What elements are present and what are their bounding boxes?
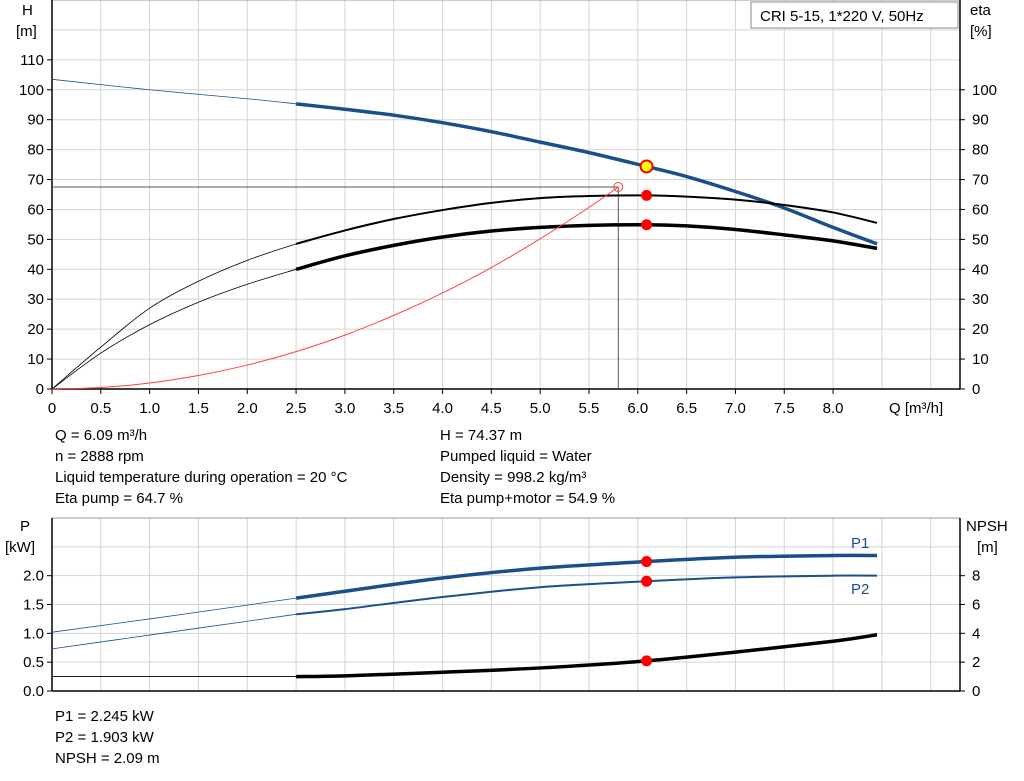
x-tick-label: 7.0 (725, 400, 746, 417)
x-tick-label: 0 (48, 400, 56, 417)
y-tick-label-left: 1.5 (23, 597, 44, 614)
series-label-p1: P1 (851, 535, 869, 552)
y-tick-label-left: 110 (20, 52, 44, 69)
readout-liquid: Pumped liquid = Water (440, 448, 592, 465)
x-tick-label: 4.5 (481, 400, 502, 417)
y-tick-label-left: 100 (19, 82, 44, 99)
y-tick-label-right: 0 (972, 381, 980, 398)
y-tick-label-left: 0 (36, 381, 44, 398)
y-tick-label-right: 2 (972, 654, 980, 671)
x-tick-label: 4.0 (432, 400, 453, 417)
operating-point-marker (641, 219, 653, 231)
x-tick-label: 5.0 (530, 400, 551, 417)
x-tick-label: 6.5 (676, 400, 697, 417)
y-tick-label-right: 4 (972, 625, 980, 642)
readouts-top-right: H = 74.37 m Pumped liquid = Water Densit… (440, 427, 615, 507)
y-tick-label-right: 80 (972, 142, 989, 159)
duty-point-marker (613, 182, 624, 193)
legend-box (750, 1, 959, 29)
readout-eta-total: Eta pump+motor = 54.9 % (440, 490, 615, 507)
y-tick-label-right: 50 (972, 231, 989, 248)
x-tick-label: 7.5 (774, 400, 795, 417)
y-tick-label-left: 30 (27, 291, 44, 308)
y-label-eta-unit: [%] (970, 23, 992, 40)
y-tick-label-right: 20 (972, 321, 989, 338)
y-tick-label-left: 60 (27, 201, 44, 218)
y-tick-label-right: 40 (972, 261, 989, 278)
curve-P1 (295, 553, 878, 600)
curve-P1-thin (51, 597, 297, 633)
readout-npsh: NPSH = 2.09 m (55, 750, 160, 767)
readout-p1: P1 = 2.245 kW (55, 708, 155, 725)
x-tick-label: 6.0 (627, 400, 648, 417)
x-tick-label: 1.5 (188, 400, 209, 417)
y-tick-label-left: 70 (27, 172, 44, 189)
legend-text: CRI 5-15, 1*220 V, 50Hz (760, 8, 924, 25)
y-tick-label-left: 10 (27, 351, 44, 368)
readout-h: H = 74.37 m (440, 427, 522, 444)
x-tick-label: 5.5 (579, 400, 600, 417)
y-tick-label-right: 70 (972, 172, 989, 189)
y-tick-label-left: 80 (27, 142, 44, 159)
y-label-p: P (20, 518, 30, 535)
y-tick-label-right: 30 (972, 291, 989, 308)
y-label-p-unit: [kW] (5, 539, 35, 556)
curve-eta_pump (295, 194, 878, 245)
curve-eta_pump_motor (295, 222, 878, 271)
x-tick-label: 2.5 (286, 400, 307, 417)
y-tick-label-left: 40 (27, 261, 44, 278)
y-tick-label-left: 0.0 (23, 683, 44, 700)
y-tick-label-right: 0 (972, 683, 980, 700)
readout-p2: P2 = 1.903 kW (55, 729, 155, 746)
curve-H (295, 102, 878, 246)
y-tick-label-left: 0.5 (23, 654, 44, 671)
y-tick-label-right: 8 (972, 568, 980, 585)
curve-P2 (295, 574, 878, 616)
y-tick-label-left: 2.0 (23, 568, 44, 585)
series-label-p2: P2 (851, 581, 869, 598)
y-tick-label-right: 90 (972, 112, 989, 129)
curve-eta_pump_motor-thin (51, 268, 297, 390)
operating-point-marker (641, 556, 653, 568)
y-label-eta: eta (970, 2, 992, 19)
readout-eta-pump: Eta pump = 64.7 % (55, 490, 183, 507)
y-label-h-unit: [m] (16, 23, 37, 40)
y-tick-label-right: 60 (972, 201, 989, 218)
x-tick-label: 2.0 (237, 400, 258, 417)
y-tick-label-right: 100 (972, 82, 997, 99)
operating-point-marker (641, 655, 653, 667)
readout-q: Q = 6.09 m³/h (55, 427, 147, 444)
readout-n: n = 2888 rpm (55, 448, 144, 465)
readouts-bottom: P1 = 2.245 kW P2 = 1.903 kW NPSH = 2.09 … (55, 708, 160, 767)
curve-eta_pump-thin (51, 243, 297, 390)
x-tick-label: 1.0 (139, 400, 160, 417)
readout-temp: Liquid temperature during operation = 20… (55, 469, 348, 486)
y-label-npsh-unit: [m] (977, 539, 998, 556)
y-tick-label-left: 90 (27, 112, 44, 129)
operating-point-marker (641, 189, 653, 201)
readout-density: Density = 998.2 kg/m³ (440, 469, 586, 486)
x-tick-label: 3.0 (334, 400, 355, 417)
y-tick-label-right: 6 (972, 597, 980, 614)
curve-NPSH (296, 633, 878, 679)
x-tick-label: 3.5 (383, 400, 404, 417)
y-tick-label-left: 20 (27, 321, 44, 338)
y-tick-label-left: 50 (27, 231, 44, 248)
y-label-h: H (22, 2, 33, 19)
curve-system-thin (51, 186, 619, 390)
x-tick-label: 8.0 (823, 400, 844, 417)
operating-point-marker (639, 159, 654, 174)
operating-point-marker (641, 575, 653, 587)
y-tick-label-right: 10 (972, 351, 989, 368)
x-label-q: Q [m³/h] (889, 400, 943, 417)
curve-H-thin (51, 78, 297, 105)
x-tick-label: 0.5 (90, 400, 111, 417)
y-label-npsh: NPSH (966, 518, 1008, 535)
y-tick-label-left: 1.0 (23, 625, 44, 642)
readouts-top-left: Q = 6.09 m³/h n = 2888 rpm Liquid temper… (55, 427, 348, 507)
curve-P2-thin (51, 613, 297, 650)
